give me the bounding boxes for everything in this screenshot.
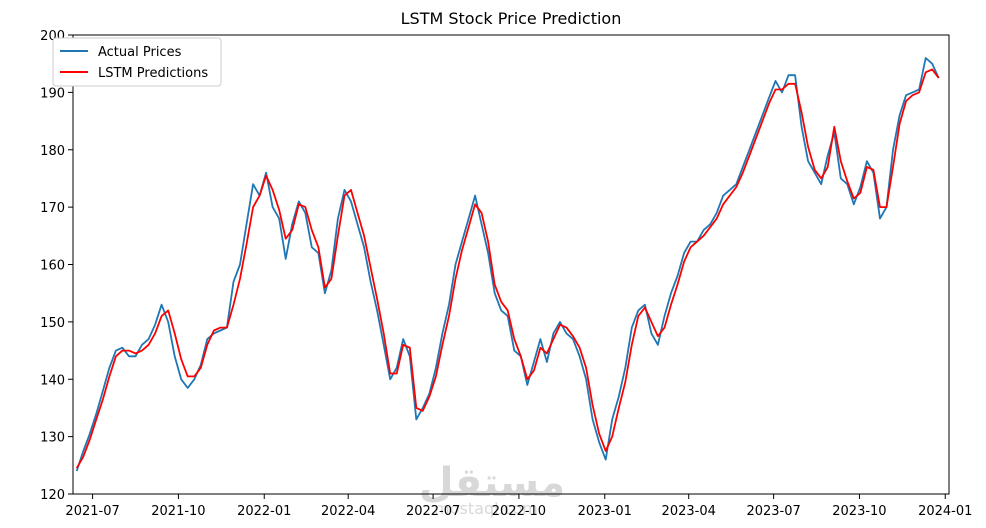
y-tick-label: 150 [40,316,65,331]
chart-title: LSTM Stock Price Prediction [401,9,622,28]
x-tick-label: 2022-10 [492,504,546,519]
series-line-lstm-predictions [75,68,940,469]
x-tick-label: 2024-01 [918,504,972,519]
x-tick-label: 2023-10 [832,504,886,519]
legend-label-predictions: LSTM Predictions [98,66,208,81]
watermark-arabic-text: مستقل [419,460,565,506]
y-tick-label: 170 [40,201,65,216]
y-tick-label: 140 [40,373,65,388]
watermark-logo: مستقل mostaql.com [419,460,565,518]
legend-box [52,37,222,87]
watermark-latin-text: mostaql.com [434,499,538,518]
x-tick-label: 2023-04 [662,504,716,519]
y-tick-label: 120 [40,488,65,503]
y-tick-label: 180 [40,144,65,159]
plot-frame [72,34,950,495]
series-line-actual-prices [75,57,940,472]
plot-area [73,35,949,494]
legend: Actual Prices LSTM Predictions [52,37,222,87]
x-tick-label: 2023-07 [746,504,800,519]
legend-label-actual: Actual Prices [98,45,182,60]
x-tick-label: 2021-07 [65,504,119,519]
x-tick-label: 2022-04 [321,504,375,519]
x-tick-label: 2022-01 [237,504,291,519]
x-axis: 2021-07 2021-10 2022-01 2022-04 2022-07 2022-… [65,494,972,519]
y-tick-label: 160 [40,259,65,274]
y-tick-label: 130 [40,431,65,446]
y-tick-label: 190 [40,86,65,101]
x-tick-label: 2023-01 [578,504,632,519]
x-tick-label: 2021-10 [151,504,205,519]
x-tick-label: 2022-07 [406,504,460,519]
series-layer [75,57,940,472]
